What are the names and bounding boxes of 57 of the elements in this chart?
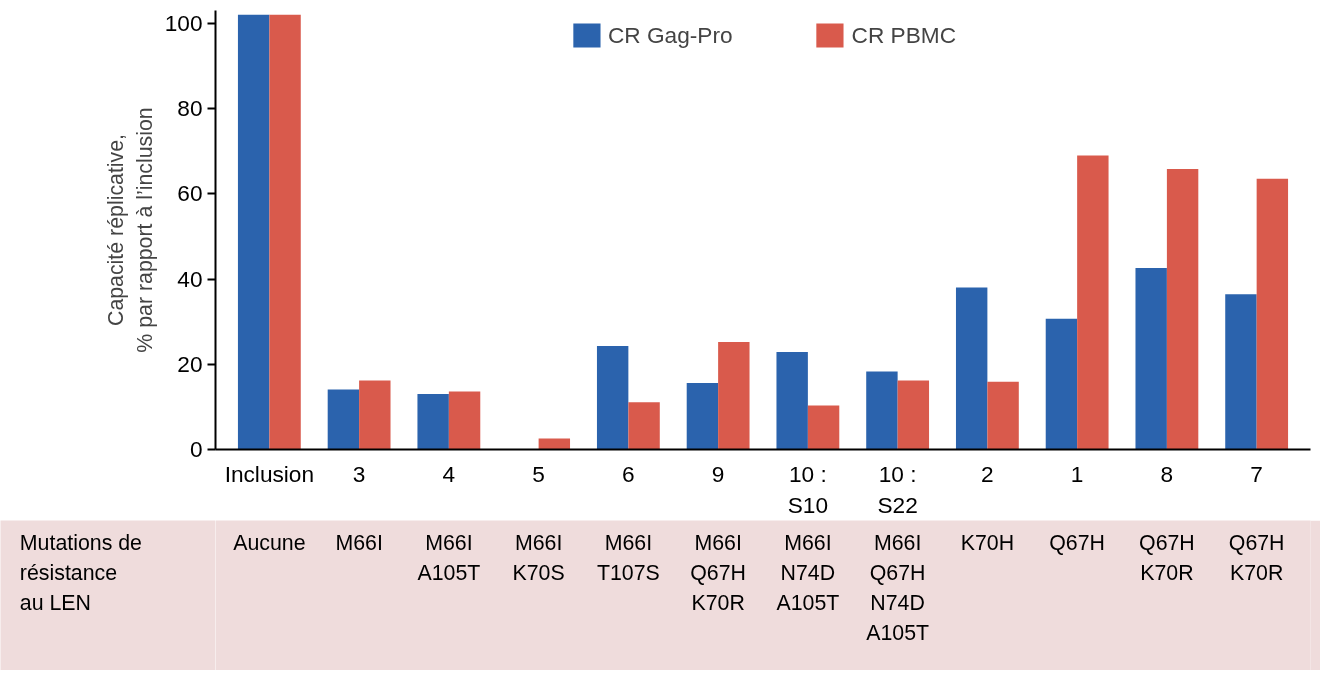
- bar: [955, 287, 988, 450]
- bar: [1135, 267, 1167, 450]
- bar: [448, 391, 481, 450]
- x-tick-label: 3: [352, 460, 366, 487]
- text: M66I N74D A105T: [776, 531, 840, 615]
- bar: [628, 402, 660, 450]
- bar: [1077, 155, 1109, 450]
- x-tick-label: 10 : S22: [877, 460, 918, 518]
- legend-label: CR Gag-Pro: [607, 21, 733, 49]
- x-tick-label: 7: [1250, 460, 1263, 487]
- bar: [776, 351, 808, 450]
- bar: [897, 380, 930, 450]
- bar: [1045, 318, 1078, 450]
- legend-label: CR PBMC: [851, 21, 957, 49]
- x-tick-label: 1: [1070, 460, 1084, 487]
- text: M66I A105T: [417, 531, 481, 585]
- y-tick-label: 100: [164, 9, 203, 36]
- y-tick-label: 80: [177, 95, 203, 122]
- text: M66I: [335, 531, 383, 555]
- y-tick-label: 0: [189, 436, 203, 462]
- text: Q67H K70R: [1139, 531, 1195, 585]
- bar: [269, 14, 301, 450]
- bar: [866, 371, 898, 450]
- text: M66I Q67H K70R: [690, 531, 746, 615]
- bar: [359, 380, 391, 450]
- x-tick-label: 6: [622, 460, 635, 487]
- x-tick-label: 8: [1160, 460, 1174, 487]
- text: K70H: [960, 531, 1015, 555]
- bar: [807, 405, 840, 450]
- bar: [596, 345, 629, 450]
- bar: [1166, 169, 1199, 450]
- x-tick-label: 5: [532, 460, 545, 487]
- bar: [538, 438, 571, 450]
- bar: [1225, 294, 1257, 450]
- bar: [686, 383, 719, 450]
- bar: [1256, 178, 1289, 450]
- bar: [237, 14, 270, 450]
- text: M66I T107S: [596, 531, 660, 585]
- x-tick-label: Inclusion: [224, 460, 315, 487]
- bar: [718, 342, 750, 450]
- bar: [327, 389, 360, 450]
- text: Aucune: [233, 531, 306, 555]
- x-tick-label: 9: [711, 460, 725, 487]
- text: Q67H K70R: [1228, 531, 1285, 585]
- x-tick-label: 4: [442, 460, 456, 487]
- text: Mutations de résistance au LEN: [19, 531, 142, 615]
- x-tick-label: 10 : S10: [787, 460, 829, 518]
- y-tick-label: 40: [177, 265, 203, 292]
- text: Q67H: [1049, 531, 1105, 555]
- y-tick-label: 60: [177, 180, 203, 207]
- bar: [417, 394, 449, 450]
- y-tick-label: 20: [177, 350, 203, 377]
- bar: [987, 381, 1019, 450]
- x-tick-label: 2: [981, 460, 994, 487]
- text: M66I Q67H N74D A105T: [866, 531, 930, 645]
- y-axis-title: Capacité réplicative, % par rapport à l’inclusion: [103, 107, 157, 353]
- text: M66I K70S: [512, 531, 565, 585]
